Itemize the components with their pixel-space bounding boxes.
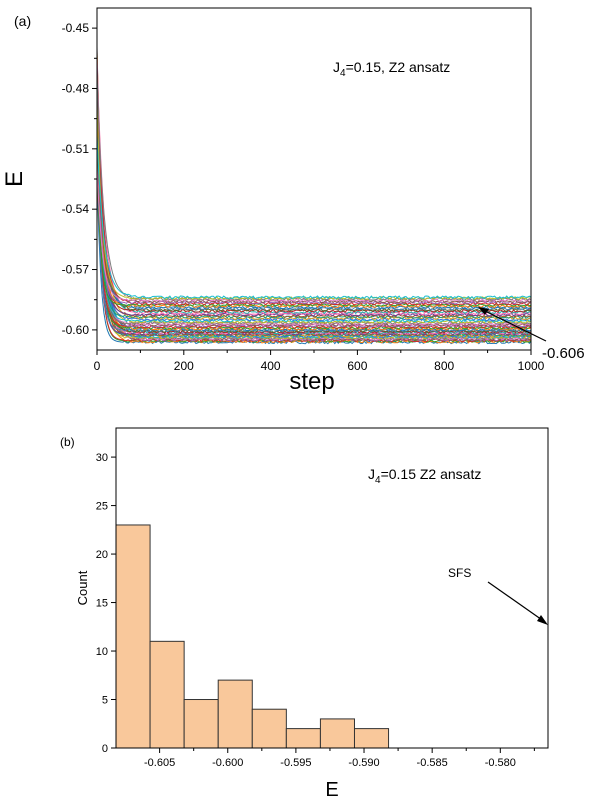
convergence-series-line xyxy=(96,111,532,323)
convergence-series-line xyxy=(96,101,532,331)
x-tick-label-a: 800 xyxy=(434,359,454,373)
arrow-b-line xyxy=(487,581,546,623)
arrow-a-line xyxy=(482,309,547,342)
arrow-a-head xyxy=(478,307,489,315)
convergence-series-line xyxy=(96,64,532,335)
convergence-series-line xyxy=(96,116,532,318)
convergence-series-line xyxy=(96,59,532,337)
convergence-series-line xyxy=(96,148,532,317)
annotation-a: J4=0.15, Z2 ansatz xyxy=(333,59,450,79)
convergence-series-line xyxy=(96,104,532,301)
convergence-series-line xyxy=(96,99,532,305)
x-tick-label-a: 200 xyxy=(174,359,194,373)
convergence-series-line xyxy=(96,128,531,334)
y-tick-label-a: -0.51 xyxy=(62,142,90,156)
histogram-bar xyxy=(149,640,185,749)
convergence-series-line xyxy=(96,143,532,322)
x-tick-label-b: -0.580 xyxy=(485,757,516,769)
histogram-bar xyxy=(217,679,253,749)
x-tick-label-a: 0 xyxy=(94,359,101,373)
x-tick-label-b: -0.600 xyxy=(212,757,243,769)
panel-label-a: (a) xyxy=(14,13,31,29)
x-tick-label-b: -0.590 xyxy=(348,757,379,769)
y-tick-label-a: -0.57 xyxy=(62,263,90,277)
convergence-series-line xyxy=(96,84,532,320)
convergence-series-line xyxy=(96,94,532,310)
x-tick-label-a: 400 xyxy=(261,359,281,373)
histogram-bar xyxy=(251,708,287,749)
convergence-series-line xyxy=(96,163,532,303)
convergence-series-line xyxy=(96,121,532,313)
x-axis-ticks-a: 0 200 400 600 800 1000 xyxy=(94,350,545,373)
histogram-bar xyxy=(285,728,321,749)
y-tick-label-b: 30 xyxy=(96,452,108,464)
convergence-series-line xyxy=(96,153,532,312)
x-axis-label-b: E xyxy=(325,779,338,801)
panel-label-b: (b) xyxy=(60,435,75,449)
y-axis-label-a: E xyxy=(1,171,28,187)
convergence-series-line xyxy=(96,66,532,306)
convergence-series-line xyxy=(96,74,532,328)
plot-frame-b xyxy=(115,427,549,749)
convergence-series-line xyxy=(96,161,532,333)
y-tick-label-a: -0.54 xyxy=(62,202,90,216)
arrow-b-head xyxy=(537,615,548,625)
y-axis-ticks-a: -0.45 -0.48 -0.51 -0.54 -0.57 -0.60 xyxy=(62,21,97,337)
histogram-bar xyxy=(353,728,390,749)
convergence-series-line xyxy=(96,46,532,325)
histogram-bar xyxy=(183,699,219,749)
arrow-label-b: SFS xyxy=(448,566,471,580)
x-tick-label-b: -0.595 xyxy=(280,757,311,769)
y-tick-label-b: 5 xyxy=(102,695,108,707)
x-axis-ticks-b: -0.605 -0.600 -0.595 -0.590 -0.585 -0.580 xyxy=(144,748,535,769)
convergence-series-line xyxy=(96,61,532,311)
convergence-series-line xyxy=(96,126,532,309)
convergence-series-line xyxy=(96,89,532,315)
convergence-series-line xyxy=(96,136,532,300)
energy-histogram-chart: (b) -0.605 -0.600 -0.595 -0.590 -0.585 -0.580… xyxy=(60,427,549,801)
x-tick-label-b: -0.605 xyxy=(144,757,175,769)
convergence-series-line xyxy=(96,91,532,337)
convergence-series-line xyxy=(96,131,532,304)
arrow-label-a: -0.606 xyxy=(542,345,585,362)
energy-vs-step-chart: (a) 0 200 400 600 800 1000 -0.45-0.48-0.51-0.… xyxy=(1,7,585,395)
y-tick-label-b: 25 xyxy=(96,501,108,513)
convergence-series-line xyxy=(96,79,532,324)
y-tick-label-b: 0 xyxy=(102,743,108,755)
x-tick-label-a: 600 xyxy=(347,359,367,373)
annotation-b: J4=0.15 Z2 ansatz xyxy=(368,466,481,486)
y-tick-label-a: -0.60 xyxy=(62,323,90,337)
x-tick-label-a: 1000 xyxy=(518,359,545,373)
convergence-series-line xyxy=(96,71,532,302)
histogram-bar xyxy=(115,524,151,749)
x-tick-label-b: -0.585 xyxy=(417,757,448,769)
convergence-series-line xyxy=(96,86,532,339)
y-axis-ticks-b: 0 5 10 15 20 25 30 xyxy=(96,452,116,755)
convergence-series-line xyxy=(96,51,531,321)
convergence-series-line xyxy=(96,54,532,340)
convergence-series-line xyxy=(96,106,532,327)
y-tick-label-a: -0.45 xyxy=(62,21,90,35)
y-tick-label-b: 15 xyxy=(96,598,108,610)
histogram-bar xyxy=(319,718,355,749)
convergence-series-group xyxy=(96,46,532,345)
y-axis-label-b: Count xyxy=(75,570,90,605)
y-tick-label-b: 20 xyxy=(96,549,108,561)
convergence-series-line xyxy=(96,76,532,344)
y-tick-label-a: -0.48 xyxy=(62,81,90,95)
x-axis-label-a: step xyxy=(289,368,334,395)
histogram-bars xyxy=(115,524,390,749)
convergence-series-line xyxy=(96,56,532,316)
convergence-series-line xyxy=(96,158,532,307)
convergence-series-line xyxy=(96,69,532,332)
y-tick-label-b: 10 xyxy=(96,646,108,658)
